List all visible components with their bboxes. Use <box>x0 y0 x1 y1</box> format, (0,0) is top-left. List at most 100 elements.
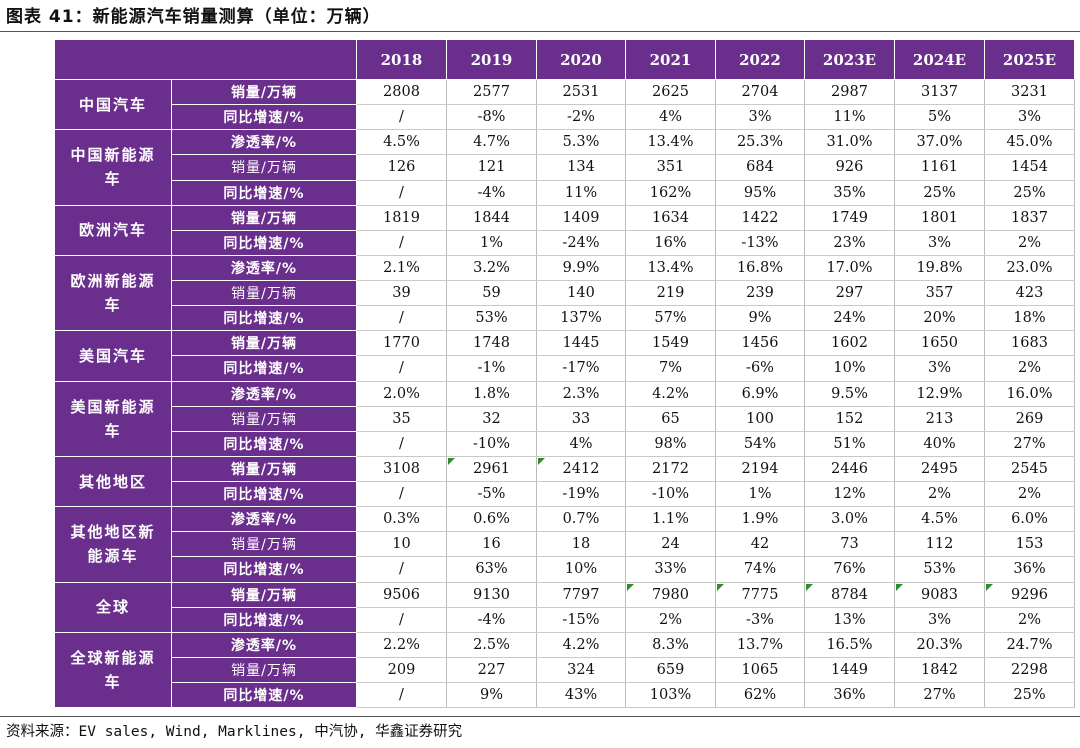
value-cell: 1634 <box>625 204 716 231</box>
value-cell: 1.9% <box>715 506 805 533</box>
value-cell: 11% <box>536 179 626 206</box>
metric-label: 渗透率/% <box>171 380 357 407</box>
value-cell: 1683 <box>984 330 1075 357</box>
value-cell: 2577 <box>446 78 537 106</box>
value-cell: 2% <box>984 606 1075 633</box>
value-cell: 926 <box>804 154 895 181</box>
value-cell: 36% <box>804 681 895 709</box>
table-row: 同比增速/% / -10% 4% 98% 54% 51% 40% 27% <box>55 430 1075 457</box>
metric-label: 同比增速/% <box>171 556 357 583</box>
metric-label: 销量/万辆 <box>171 656 357 684</box>
value-cell: 297 <box>804 279 895 307</box>
value-cell: 45.0% <box>984 129 1075 156</box>
value-cell: / <box>356 104 447 131</box>
year-header: 2019 <box>446 39 537 80</box>
value-cell: 1748 <box>446 330 537 357</box>
value-cell: 20.3% <box>894 631 985 658</box>
metric-label: 同比增速/% <box>171 606 357 633</box>
value-cell: 10 <box>356 531 447 558</box>
value-cell: 3% <box>894 355 985 382</box>
metric-label: 销量/万辆 <box>171 154 357 181</box>
value-cell: 134 <box>536 154 626 181</box>
value-cell: -13% <box>715 229 805 256</box>
value-cell: 1% <box>715 480 805 508</box>
value-cell: / <box>356 556 447 583</box>
metric-label: 销量/万辆 <box>171 531 357 558</box>
value-cell: -6% <box>715 355 805 382</box>
value-cell: 0.3% <box>356 506 447 533</box>
table-row: 同比增速/%/53% 137% 57% 9% 24% 20% 18% <box>55 305 1075 332</box>
value-cell: 65 <box>625 405 716 432</box>
value-cell: 59 <box>446 279 537 307</box>
value-cell: 1409 <box>536 204 626 231</box>
value-cell: 27% <box>984 430 1075 457</box>
value-cell: 13.4% <box>625 254 716 282</box>
value-cell: 137% <box>536 305 626 332</box>
table-row: 同比增速/% / -8% -2% 4% 3% 11% 5% 3% <box>55 104 1075 131</box>
metric-label: 同比增速/% <box>171 179 357 206</box>
header-row: 2018 2019 2020 2021 2022 2023E 2024E 2025E <box>54 39 1075 80</box>
value-cell: 98% <box>625 430 716 457</box>
value-cell: 2.3% <box>536 380 626 407</box>
value-cell: 73 <box>804 531 895 558</box>
value-cell: 12% <box>804 480 895 508</box>
value-cell: 269 <box>984 405 1075 432</box>
value-cell: / <box>356 355 447 382</box>
value-cell: 357 <box>894 279 985 307</box>
value-cell: 37.0% <box>894 129 985 156</box>
value-cell: 2808 <box>356 78 447 106</box>
value-cell: 153 <box>984 531 1075 558</box>
value-cell: 13% <box>804 606 895 633</box>
value-cell: 152 <box>804 405 895 432</box>
region-label: 中国汽车 <box>54 78 172 131</box>
metric-label: 同比增速/% <box>171 480 357 508</box>
value-cell: -4% <box>446 606 537 633</box>
value-cell: 63% <box>446 556 537 583</box>
region-name: 中国新能源车 <box>70 146 156 189</box>
region-name: 其他地区 <box>78 472 147 491</box>
table-row: 同比增速/% / -5% -19% -10% 1% 12% 2% 2% <box>55 480 1075 508</box>
value-cell: 16.5% <box>804 631 895 658</box>
value-cell: -10% <box>625 480 716 508</box>
value-cell: 10% <box>536 556 626 583</box>
value-cell: 39 <box>356 279 447 307</box>
table-row: 欧洲汽车 销量/万辆 1819 1844 1409 1634 1422 1749 1801 183… <box>54 204 1075 256</box>
region-name: 其他地区新能源车 <box>70 523 156 566</box>
value-cell: / <box>356 430 447 457</box>
value-cell: 51% <box>804 430 895 457</box>
value-cell: -24% <box>536 229 626 256</box>
metric-label: 销量/万辆 <box>171 330 357 357</box>
value-cell: 112 <box>894 531 985 558</box>
value-cell: 1801 <box>894 204 985 231</box>
value-cell: 1.8% <box>446 380 537 407</box>
value-cell: 16% <box>625 229 716 256</box>
table-row: 销量/万辆 209 227 324 659 1065 1449 1842 2298 <box>55 656 1075 684</box>
value-cell: 1837 <box>984 204 1075 231</box>
value-cell: 8.3% <box>625 631 716 658</box>
value-cell: 1422 <box>715 204 805 231</box>
value-cell: 213 <box>894 405 985 432</box>
value-cell: / <box>356 681 447 709</box>
value-cell: 25% <box>984 681 1075 709</box>
figure-caption: 图表 41：新能源汽车销量测算（单位：万辆） <box>6 7 381 27</box>
value-cell: 17.0% <box>804 254 895 282</box>
metric-label: 销量/万辆 <box>171 405 357 432</box>
region-label: 美国新能源车 <box>54 380 172 457</box>
value-cell: 2% <box>984 355 1075 382</box>
value-cell: 4.2% <box>536 631 626 658</box>
value-cell: -17% <box>536 355 626 382</box>
value-cell: 40% <box>894 430 985 457</box>
value-cell: 13.4% <box>625 129 716 156</box>
value-cell: 239 <box>715 279 805 307</box>
value-cell: -8% <box>446 104 537 131</box>
value-cell: 95% <box>715 179 805 206</box>
value-cell: 0.6% <box>446 506 537 533</box>
value-cell: -3% <box>715 606 805 633</box>
value-cell: 27% <box>894 681 985 709</box>
value-cell: 1065 <box>715 656 805 684</box>
value-cell: 25.3% <box>715 129 805 156</box>
table-row: 美国汽车 销量/万辆 1770 1748 1445 1549 1456 1602 1650 168… <box>54 330 1075 382</box>
value-cell: 4.2% <box>625 380 716 407</box>
value-cell: 33% <box>625 556 716 583</box>
value-cell: 227 <box>446 656 537 684</box>
